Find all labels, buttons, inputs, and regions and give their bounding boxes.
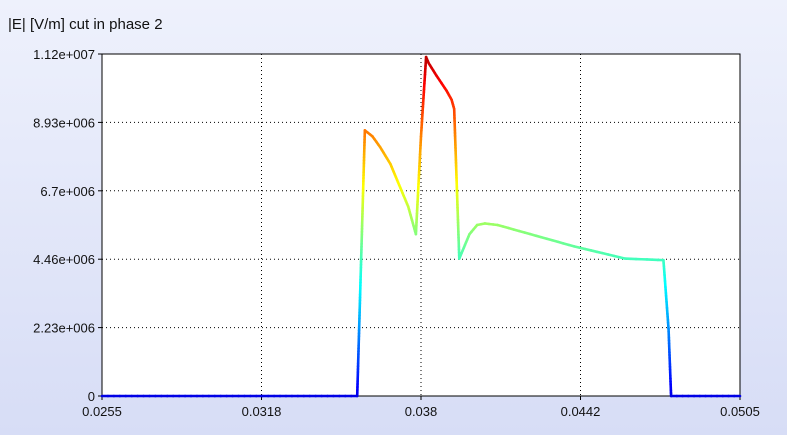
chart-title: |E| [V/m] cut in phase 2 [8, 16, 163, 33]
x-axis: 0.0255 0.0318 0.038 0.0442 0.0505 [82, 396, 760, 419]
y-tick-label: 0 [88, 389, 95, 404]
y-tick-label: 8.93e+006 [33, 115, 95, 130]
x-tick-label: 0.0505 [720, 404, 760, 419]
y-tick-label: 6.7e+006 [40, 184, 95, 199]
plot-area [101, 53, 741, 397]
y-tick-label: 4.46e+006 [33, 252, 95, 267]
y-axis: 0 2.23e+006 4.46e+006 6.7e+006 8.93e+006 1.12… [33, 47, 102, 404]
x-tick-label: 0.0318 [242, 404, 282, 419]
data-series [100, 55, 742, 398]
x-tick-label: 0.038 [405, 404, 438, 419]
x-tick-label: 0.0442 [561, 404, 601, 419]
y-tick-label: 2.23e+006 [33, 321, 95, 336]
grid-lines [102, 54, 740, 396]
y-tick-label: 1.12e+007 [33, 47, 95, 62]
x-tick-label: 0.0255 [82, 404, 122, 419]
